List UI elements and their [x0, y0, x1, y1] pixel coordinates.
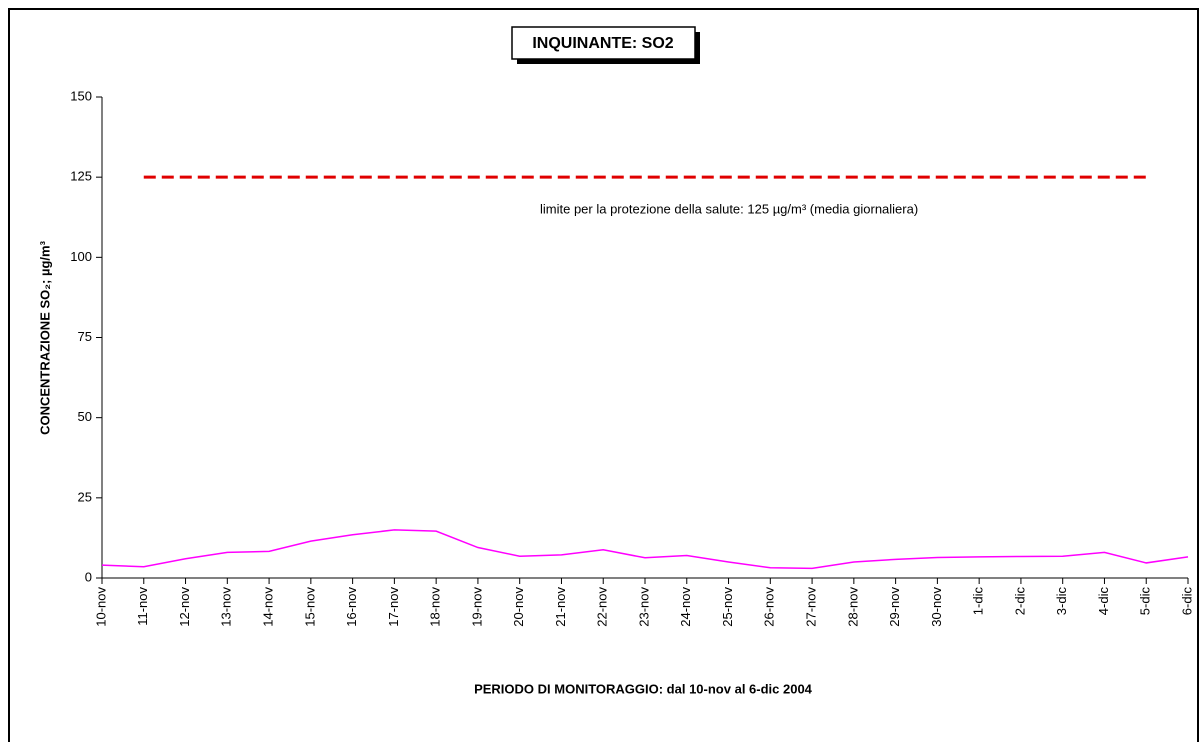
x-tick-label: 23-nov: [636, 587, 651, 627]
x-tick-label: 4-dic: [1096, 587, 1111, 616]
x-tick-label: 24-nov: [678, 587, 693, 627]
x-tick-label: 3-dic: [1054, 587, 1069, 616]
x-tick-label: 20-nov: [511, 587, 526, 627]
y-tick-label: 150: [70, 88, 92, 103]
x-tick-label: 11-nov: [135, 587, 150, 626]
x-tick-label: 25-nov: [720, 587, 735, 627]
x-tick-label: 19-nov: [469, 587, 484, 627]
y-tick-label: 75: [78, 329, 92, 344]
y-tick-label: 100: [70, 249, 92, 264]
x-tick-label: 16-nov: [344, 587, 359, 627]
x-axis-title: PERIODO DI MONITORAGGIO: dal 10-nov al 6…: [474, 681, 813, 696]
data-line: [101, 529, 1189, 570]
chart-title: INQUINANTE: SO2: [532, 35, 673, 52]
x-tick-label: 2-dic: [1012, 587, 1027, 616]
x-tick-label: 13-nov: [219, 587, 234, 627]
x-tick-label: 12-nov: [177, 587, 192, 627]
y-tick-label: 0: [85, 569, 92, 584]
y-tick-label: 125: [70, 169, 92, 184]
x-tick-label: 17-nov: [386, 587, 401, 627]
x-tick-label: 27-nov: [804, 587, 819, 627]
x-tick-label: 1-dic: [971, 587, 986, 616]
x-tick-label: 14-nov: [261, 587, 276, 627]
y-tick-label: 50: [78, 409, 92, 424]
x-tick-label: 5-dic: [1138, 587, 1153, 616]
x-tick-label: 15-nov: [302, 587, 317, 627]
x-tick-label: 26-nov: [762, 587, 777, 627]
x-tick-label: 6-dic: [1179, 587, 1194, 616]
x-tick-label: 30-nov: [929, 587, 944, 627]
title-box: [511, 26, 696, 60]
x-tick-label: 21-nov: [553, 587, 568, 627]
annotation: limite per la protezione della salute: 1…: [540, 201, 918, 216]
x-tick-label: 18-nov: [428, 587, 443, 627]
x-tick-label: 29-nov: [887, 587, 902, 627]
y-tick-label: 25: [78, 489, 92, 504]
chart-border: [8, 8, 1199, 747]
x-tick-label: 28-nov: [845, 587, 860, 627]
x-tick-label: 22-nov: [595, 587, 610, 627]
y-axis-title: CONCENTRAZIONE SO₂; µg/m³: [37, 240, 52, 434]
x-tick-label: 10-nov: [93, 587, 108, 627]
